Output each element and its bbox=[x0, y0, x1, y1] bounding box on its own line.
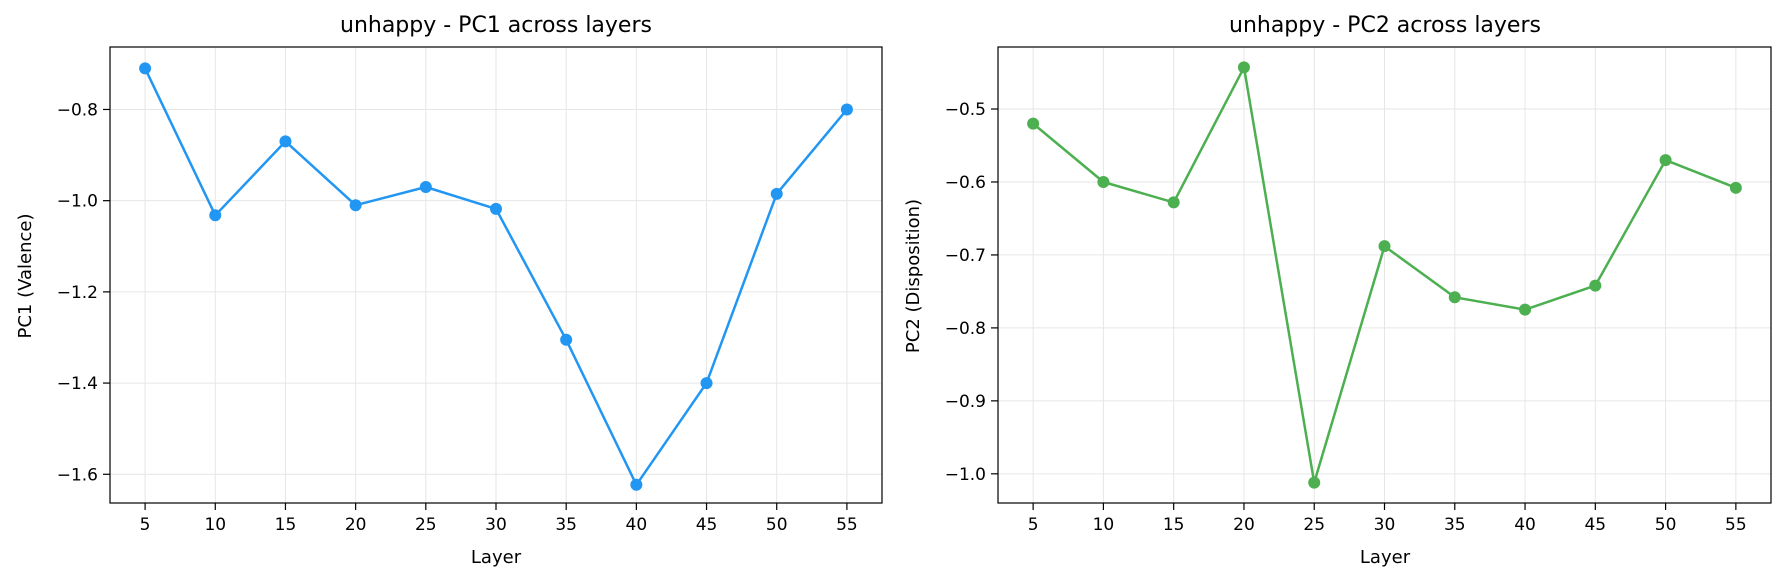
data-point bbox=[1237, 61, 1250, 74]
data-point bbox=[1027, 117, 1040, 130]
data-point bbox=[560, 333, 573, 346]
y-axis-label: PC1 (Valence) bbox=[15, 213, 36, 338]
chart-title: unhappy - PC1 across layers bbox=[340, 13, 652, 38]
data-point bbox=[1378, 240, 1391, 253]
x-tick-label: 15 bbox=[275, 515, 297, 535]
x-tick-label: 40 bbox=[626, 515, 648, 535]
data-point bbox=[1308, 476, 1321, 489]
chart-title: unhappy - PC2 across layers bbox=[1229, 13, 1541, 38]
data-point bbox=[490, 202, 502, 215]
x-tick-label: 55 bbox=[1725, 515, 1747, 535]
plot-frame bbox=[109, 46, 883, 504]
x-tick-label: 35 bbox=[1444, 515, 1466, 535]
y-axis-label: PC2 (Disposition) bbox=[903, 199, 924, 353]
data-point bbox=[419, 180, 432, 193]
y-tick-label: −1.0 bbox=[57, 192, 98, 212]
data-point bbox=[209, 209, 222, 222]
x-tick-label: 30 bbox=[1374, 515, 1396, 535]
x-tick-label: 20 bbox=[1233, 515, 1255, 535]
data-point bbox=[139, 62, 152, 75]
x-tick-label: 45 bbox=[1584, 515, 1606, 535]
grid bbox=[998, 47, 1771, 503]
y-tick-label: −0.9 bbox=[945, 392, 986, 412]
data-point bbox=[840, 103, 853, 116]
pc1-panel: unhappy - PC1 across layers Layer PC1 (V… bbox=[15, 13, 883, 568]
x-tick-label: 20 bbox=[345, 515, 367, 535]
data-point bbox=[630, 478, 643, 491]
x-tick-label: 55 bbox=[836, 515, 858, 535]
y-tick-label: −0.7 bbox=[945, 246, 986, 266]
y-tick-label: −0.5 bbox=[945, 100, 986, 120]
x-tick-label: 45 bbox=[696, 515, 718, 535]
data-point bbox=[279, 135, 292, 148]
grid bbox=[110, 47, 882, 503]
y-tick-label: −0.8 bbox=[945, 319, 986, 339]
x-tick-label: 40 bbox=[1514, 515, 1536, 535]
x-tick-label: 50 bbox=[1655, 515, 1677, 535]
y-tick-label: −0.6 bbox=[945, 173, 986, 193]
y-tick-label: −1.6 bbox=[57, 465, 98, 485]
data-point bbox=[1659, 154, 1672, 167]
x-tick-label: 10 bbox=[204, 515, 226, 535]
y-tick-label: −1.4 bbox=[57, 374, 98, 394]
data-point bbox=[1729, 181, 1742, 194]
y-tick-label: −1.0 bbox=[945, 465, 986, 485]
data-point bbox=[770, 187, 783, 200]
data-point bbox=[1589, 279, 1602, 292]
data-point bbox=[700, 377, 713, 390]
data-point bbox=[1448, 291, 1461, 304]
x-tick-label: 50 bbox=[766, 515, 788, 535]
x-tick-label: 25 bbox=[1303, 515, 1325, 535]
x-tick-label: 15 bbox=[1163, 515, 1185, 535]
y-tick-label: −0.8 bbox=[57, 100, 98, 120]
x-axis-label: Layer bbox=[1360, 547, 1411, 568]
y-tick-label: −1.2 bbox=[57, 283, 98, 303]
plot-frame bbox=[997, 46, 1772, 504]
x-tick-label: 5 bbox=[140, 515, 151, 535]
x-tick-label: 30 bbox=[485, 515, 507, 535]
data-point bbox=[1167, 196, 1180, 209]
data-point bbox=[1097, 175, 1110, 188]
x-tick-label: 35 bbox=[555, 515, 577, 535]
data-point bbox=[1519, 303, 1532, 316]
data-point bbox=[349, 199, 362, 212]
x-tick-label: 5 bbox=[1028, 515, 1039, 535]
x-tick-label: 25 bbox=[415, 515, 437, 535]
pc2-panel: unhappy - PC2 across layers Layer PC2 (D… bbox=[903, 13, 1772, 568]
x-axis-label: Layer bbox=[471, 547, 522, 568]
x-tick-label: 10 bbox=[1093, 515, 1115, 535]
